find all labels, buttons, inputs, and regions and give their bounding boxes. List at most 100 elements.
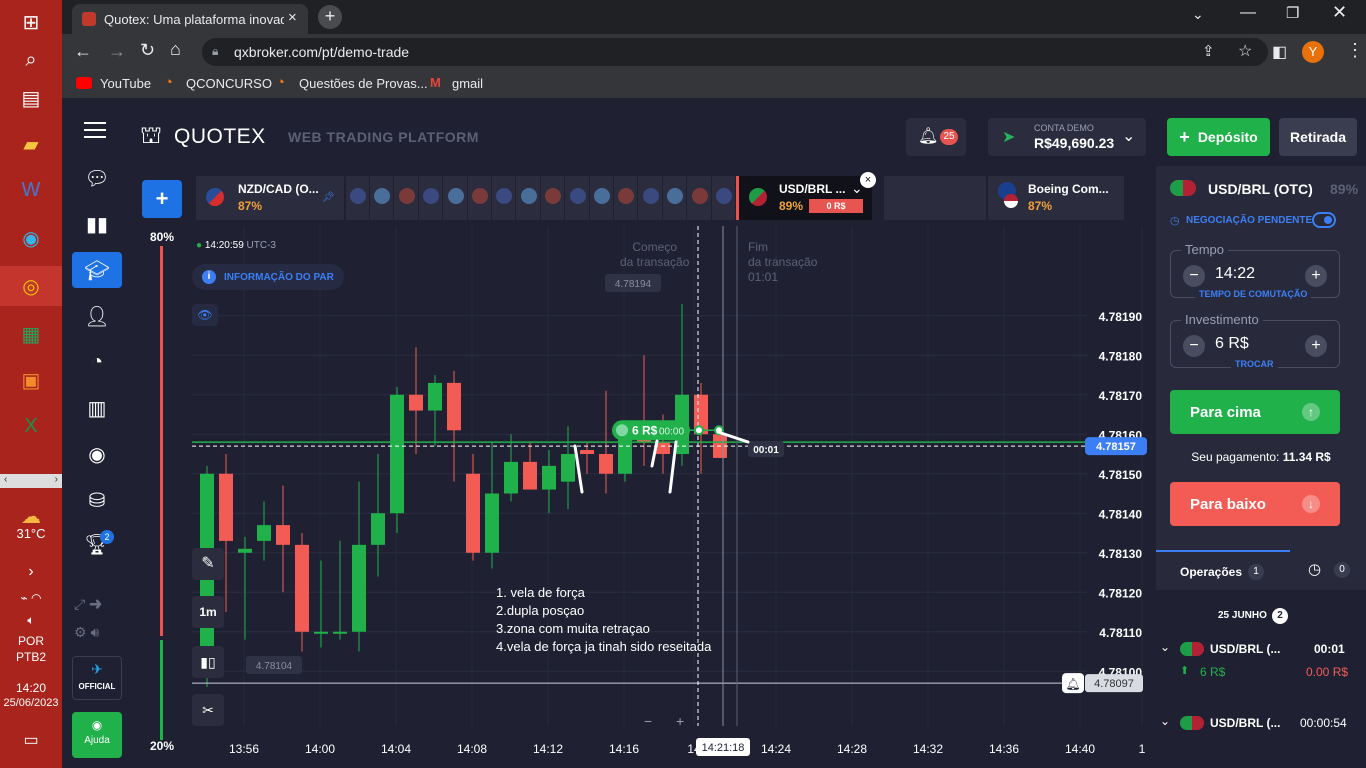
- pending-toggle[interactable]: [1312, 212, 1336, 228]
- official-telegram-button[interactable]: ✈ OFFICIAL: [72, 656, 122, 700]
- bookmark-qconcurso[interactable]: QCONCURSO: [186, 76, 272, 91]
- chevron-right-icon[interactable]: ›: [28, 563, 34, 580]
- withdraw-button[interactable]: Retirada: [1279, 118, 1357, 156]
- collapsed-asset-tab[interactable]: [688, 176, 712, 220]
- drawing-pencil-icon[interactable]: ✎: [192, 548, 224, 580]
- address-bar[interactable]: 🔒︎ qxbroker.com/pt/demo-trade ⇪ ☆: [202, 38, 1268, 66]
- time-value[interactable]: 14:22: [1215, 265, 1256, 282]
- collapsed-asset-tab[interactable]: [541, 176, 566, 220]
- network-icon[interactable]: ⌁ ◠: [20, 591, 42, 605]
- panel-asset-name[interactable]: USD/BRL (OTC): [1208, 181, 1313, 197]
- add-asset-button[interactable]: +: [142, 180, 182, 218]
- language-indicator[interactable]: POR: [17, 634, 44, 648]
- search-icon[interactable]: ⌕: [25, 48, 37, 71]
- chevron-down-icon[interactable]: ⌄: [1160, 640, 1171, 654]
- signals-icon[interactable]: ◉: [88, 443, 106, 466]
- zoom-out-button[interactable]: −: [644, 713, 653, 729]
- bookmark-youtube[interactable]: YouTube: [100, 76, 152, 91]
- slides-icon[interactable]: ▣: [21, 369, 41, 392]
- investment-field[interactable]: Investimento − 6 R$ + TROCAR: [1170, 312, 1340, 369]
- collapsed-asset-tab[interactable]: [346, 176, 370, 220]
- collapsed-asset-tab[interactable]: [492, 176, 517, 220]
- buy-up-button[interactable]: Para cima ↑: [1170, 390, 1340, 434]
- chevron-down-icon[interactable]: ⌄: [851, 180, 863, 196]
- collapsed-asset-tab[interactable]: [639, 176, 663, 220]
- clock-time[interactable]: 14:20: [15, 681, 47, 695]
- collapsed-asset-tab[interactable]: [566, 176, 590, 220]
- zoom-in-button[interactable]: +: [676, 713, 685, 729]
- operations-tab[interactable]: Operações 1: [1156, 550, 1290, 590]
- clock-date[interactable]: 25/06/2023: [3, 697, 59, 709]
- reload-icon[interactable]: ↻: [140, 40, 156, 60]
- collapsed-asset-tab[interactable]: [395, 176, 419, 220]
- collapsed-asset-tab[interactable]: [590, 176, 614, 220]
- profile-avatar[interactable]: Y: [1302, 41, 1324, 63]
- trophy-icon[interactable]: 🏆︎: [84, 533, 110, 556]
- new-tab-button[interactable]: +: [318, 5, 342, 29]
- indicators-icon[interactable]: ✂: [192, 694, 224, 726]
- collapsed-asset-tab[interactable]: [419, 176, 444, 220]
- bookmark-gmail[interactable]: gmail: [452, 76, 484, 91]
- tab-search-icon[interactable]: ⌄: [1192, 6, 1204, 22]
- collapsed-asset-tab[interactable]: [468, 176, 492, 220]
- analytics-icon[interactable]: ▮▮: [85, 213, 108, 236]
- collapsed-asset-tab[interactable]: [614, 176, 639, 220]
- edge-icon[interactable]: ◉: [22, 227, 40, 250]
- notifications-button[interactable]: 🔔︎ 25: [906, 118, 966, 156]
- bell-icon[interactable]: 🔔︎: [1065, 677, 1080, 691]
- forward-icon[interactable]: →: [108, 41, 126, 61]
- trade-row[interactable]: ⌄ USD/BRL (... 00:00:54: [1156, 708, 1366, 748]
- time-field[interactable]: Tempo − 14:22 + TEMPO DE COMUTAÇÃO: [1170, 242, 1340, 299]
- asset-tab-boeing[interactable]: Boeing Com... 87%: [988, 176, 1124, 220]
- deposit-button[interactable]: + Depósito: [1167, 118, 1270, 156]
- keyboard-layout[interactable]: PTB2: [15, 650, 46, 664]
- collapsed-asset-tab[interactable]: [712, 176, 736, 220]
- chart-type-candles-icon[interactable]: ▮▯: [192, 646, 224, 678]
- pair-info-button[interactable]: i INFORMAÇÃO DO PAR: [192, 264, 344, 290]
- notifications-icon[interactable]: ▭: [23, 732, 39, 749]
- bookmark-star-icon[interactable]: ☆: [1238, 43, 1253, 60]
- hamburger-menu-icon[interactable]: [84, 122, 106, 138]
- time-increase-button[interactable]: +: [1305, 265, 1327, 287]
- history-tab[interactable]: ◷ 0: [1290, 550, 1366, 590]
- alert-bell-button[interactable]: [1062, 673, 1084, 694]
- file-explorer-icon[interactable]: ▰: [23, 133, 39, 156]
- lock-icon[interactable]: 🔒︎: [212, 44, 219, 58]
- pie-chart-icon[interactable]: ◔: [90, 350, 104, 373]
- word-icon[interactable]: W: [21, 178, 41, 201]
- collapsed-asset-tab[interactable]: [444, 176, 468, 220]
- chevron-down-icon[interactable]: ⌄: [1160, 714, 1171, 728]
- investment-switch-link[interactable]: TROCAR: [1231, 359, 1278, 369]
- side-panel-icon[interactable]: ◧: [1272, 44, 1288, 61]
- back-icon[interactable]: ←: [74, 41, 92, 61]
- pin-icon[interactable]: 📌︎: [322, 192, 335, 203]
- investment-value[interactable]: 6 R$: [1215, 335, 1249, 352]
- browser-tab[interactable]: Quotex: Uma plataforma inovado ×: [72, 4, 308, 34]
- support-chat-icon[interactable]: 💬︎: [84, 167, 110, 190]
- volume-icon[interactable]: 🔈︎: [27, 612, 35, 627]
- sell-down-button[interactable]: Para baixo ↓: [1170, 482, 1340, 526]
- settings-sound-icon[interactable]: ⚙ 🔊︎: [74, 624, 100, 640]
- windows-start-icon[interactable]: ⊞: [22, 11, 40, 34]
- investment-decrease-button[interactable]: −: [1183, 335, 1205, 357]
- close-tab-icon[interactable]: ×: [860, 172, 876, 188]
- help-button[interactable]: ◉ Ajuda: [72, 712, 122, 758]
- sheets-icon[interactable]: ▦: [21, 323, 41, 346]
- chrome-icon[interactable]: ◎: [0, 266, 62, 306]
- taskbar-scrollbar[interactable]: ‹ ›: [0, 474, 62, 488]
- share-icon[interactable]: ⇪: [1202, 43, 1215, 60]
- collapsed-asset-tab[interactable]: [517, 176, 541, 220]
- excel-icon[interactable]: X: [24, 414, 38, 437]
- visibility-eye-icon[interactable]: 👁︎: [192, 304, 218, 326]
- trade-row[interactable]: ⌄ USD/BRL (... 00:01 ⬆ 6 R$ 0.00 R$: [1156, 634, 1366, 692]
- timeframe-button[interactable]: 1m: [192, 596, 224, 628]
- open-trade-bubble[interactable]: [612, 420, 690, 441]
- account-selector[interactable]: ➤ CONTA DEMO R$49,690.23 ⌄: [988, 118, 1146, 156]
- asset-tab-nzdcad[interactable]: NZD/CAD (O... 87% 📌︎: [196, 176, 344, 220]
- asset-tab-usdbrl-active[interactable]: USD/BRL ... ⌄ 89% 0 R$: [736, 176, 872, 220]
- coins-icon[interactable]: ⛁: [88, 489, 106, 512]
- investment-increase-button[interactable]: +: [1305, 335, 1327, 357]
- collapsed-asset-tab[interactable]: [663, 176, 688, 220]
- restore-icon[interactable]: ❐: [1286, 5, 1300, 22]
- bookmark-questoes[interactable]: Questões de Provas...: [299, 76, 428, 91]
